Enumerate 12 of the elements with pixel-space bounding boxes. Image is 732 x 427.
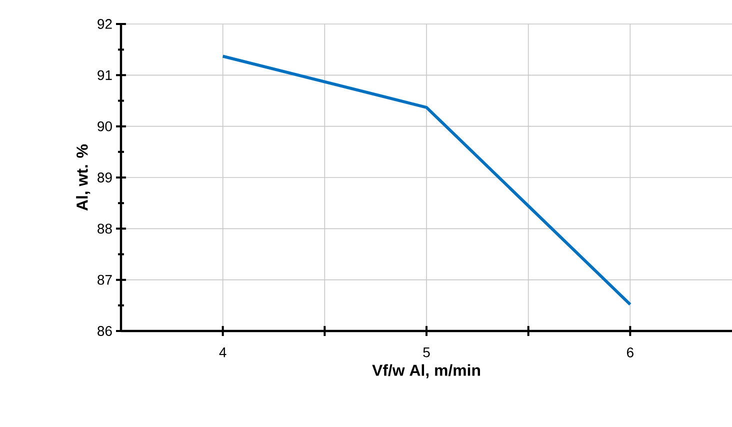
y-tick-label: 88: [98, 224, 112, 234]
y-tick-label: 87: [98, 274, 112, 285]
x-tick-label: 4: [219, 348, 226, 358]
y-tick-label: 89: [98, 172, 112, 182]
x-axis-title: Vf/w Al, m/min: [372, 364, 480, 378]
y-tick-label: 90: [98, 121, 112, 132]
x-tick-label: 5: [423, 348, 430, 358]
y-axis-title: Al, wt. %: [76, 144, 90, 211]
y-tick-label: 92: [98, 19, 112, 29]
x-tick-label: 6: [626, 348, 634, 358]
y-tick-label: 86: [98, 326, 112, 336]
y-tick-label: 91: [98, 70, 112, 80]
